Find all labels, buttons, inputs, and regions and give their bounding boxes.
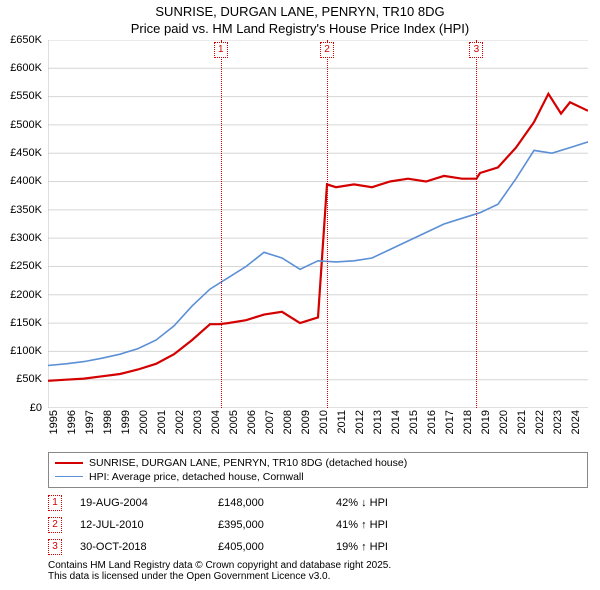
x-tick-label: 2018 — [462, 410, 474, 434]
x-tick-label: 2022 — [534, 410, 546, 434]
x-tick-label: 2017 — [444, 410, 456, 434]
x-tick-label: 2012 — [354, 410, 366, 434]
y-tick-label: £300K — [10, 232, 42, 244]
title-line-1: SUNRISE, DURGAN LANE, PENRYN, TR10 8DG — [0, 4, 600, 21]
x-tick-label: 2019 — [480, 410, 492, 434]
event-row: 3 30-OCT-2018 £405,000 19% ↑ HPI — [48, 536, 588, 558]
y-tick-label: £350K — [10, 204, 42, 216]
x-tick-label: 2008 — [282, 410, 294, 434]
marker-box: 3 — [469, 42, 483, 58]
x-tick-label: 1997 — [84, 410, 96, 434]
x-tick-label: 2023 — [552, 410, 564, 434]
x-tick-label: 2021 — [516, 410, 528, 434]
footer: Contains HM Land Registry data © Crown c… — [48, 560, 588, 582]
x-tick-label: 1996 — [66, 410, 78, 434]
event-price: £395,000 — [218, 519, 318, 531]
event-price: £405,000 — [218, 541, 318, 553]
x-tick-label: 2010 — [318, 410, 330, 434]
legend-label: SUNRISE, DURGAN LANE, PENRYN, TR10 8DG (… — [89, 457, 407, 469]
event-date: 12-JUL-2010 — [80, 519, 200, 531]
x-tick-label: 2005 — [228, 410, 240, 434]
y-tick-label: £150K — [10, 317, 42, 329]
title-line-2: Price paid vs. HM Land Registry's House … — [0, 21, 600, 38]
title-block: SUNRISE, DURGAN LANE, PENRYN, TR10 8DG P… — [0, 0, 600, 40]
marker-box: 2 — [320, 42, 334, 58]
event-delta: 41% ↑ HPI — [336, 519, 388, 531]
legend-row: SUNRISE, DURGAN LANE, PENRYN, TR10 8DG (… — [55, 456, 581, 470]
legend-label: HPI: Average price, detached house, Corn… — [89, 471, 304, 483]
y-tick-label: £650K — [10, 34, 42, 46]
event-num: 2 — [48, 517, 62, 533]
x-tick-label: 2013 — [372, 410, 384, 434]
x-tick-label: 1995 — [48, 410, 60, 434]
marker-line — [476, 40, 477, 408]
figure: SUNRISE, DURGAN LANE, PENRYN, TR10 8DG P… — [0, 0, 600, 590]
chart-area: £0£50K£100K£150K£200K£250K£300K£350K£400… — [48, 40, 588, 408]
legend-swatch — [55, 462, 83, 464]
x-tick-label: 2009 — [300, 410, 312, 434]
x-tick-label: 2011 — [336, 410, 348, 434]
x-tick-label: 2006 — [246, 410, 258, 434]
legend-swatch — [55, 476, 83, 477]
x-axis: 1995 1996 1997 1998 1999 2000 2001 2002 2003 2004… — [48, 408, 588, 448]
y-tick-label: £500K — [10, 119, 42, 131]
legend-row: HPI: Average price, detached house, Corn… — [55, 470, 581, 484]
event-row: 2 12-JUL-2010 £395,000 41% ↑ HPI — [48, 514, 588, 536]
event-date: 30-OCT-2018 — [80, 541, 200, 553]
marker-line — [221, 40, 222, 408]
footer-line-1: Contains HM Land Registry data © Crown c… — [48, 560, 588, 571]
marker-line — [327, 40, 328, 408]
y-tick-label: £100K — [10, 345, 42, 357]
x-tick-label: 2016 — [426, 410, 438, 434]
y-tick-label: £450K — [10, 147, 42, 159]
y-tick-label: £600K — [10, 62, 42, 74]
event-num: 3 — [48, 539, 62, 555]
x-tick-label: 1999 — [120, 410, 132, 434]
marker-box: 1 — [214, 42, 228, 58]
y-axis: £0£50K£100K£150K£200K£250K£300K£350K£400… — [0, 40, 44, 408]
x-tick-label: 2014 — [390, 410, 402, 434]
x-tick-label: 2000 — [138, 410, 150, 434]
event-num: 1 — [48, 495, 62, 511]
x-tick-label: 2004 — [210, 410, 222, 434]
y-tick-label: £400K — [10, 175, 42, 187]
event-date: 19-AUG-2004 — [80, 497, 200, 509]
legend: SUNRISE, DURGAN LANE, PENRYN, TR10 8DG (… — [48, 452, 588, 488]
x-tick-label: 2003 — [192, 410, 204, 434]
event-row: 1 19-AUG-2004 £148,000 42% ↓ HPI — [48, 492, 588, 514]
x-tick-label: 2002 — [174, 410, 186, 434]
event-price: £148,000 — [218, 497, 318, 509]
y-tick-label: £50K — [16, 373, 42, 385]
y-tick-label: £0 — [30, 402, 42, 414]
x-tick-label: 1998 — [102, 410, 114, 434]
x-tick-label: 2015 — [408, 410, 420, 434]
x-tick-label: 2020 — [498, 410, 510, 434]
markers-layer: 1 2 3 — [48, 40, 588, 408]
y-tick-label: £200K — [10, 289, 42, 301]
event-delta: 19% ↑ HPI — [336, 541, 388, 553]
y-tick-label: £550K — [10, 90, 42, 102]
event-delta: 42% ↓ HPI — [336, 497, 388, 509]
footer-line-2: This data is licensed under the Open Gov… — [48, 571, 588, 582]
x-tick-label: 2001 — [156, 410, 168, 434]
x-tick-label: 2007 — [264, 410, 276, 434]
y-tick-label: £250K — [10, 260, 42, 272]
event-list: 1 19-AUG-2004 £148,000 42% ↓ HPI 2 12-JUL-201… — [48, 492, 588, 558]
x-tick-label: 2024 — [570, 410, 582, 434]
